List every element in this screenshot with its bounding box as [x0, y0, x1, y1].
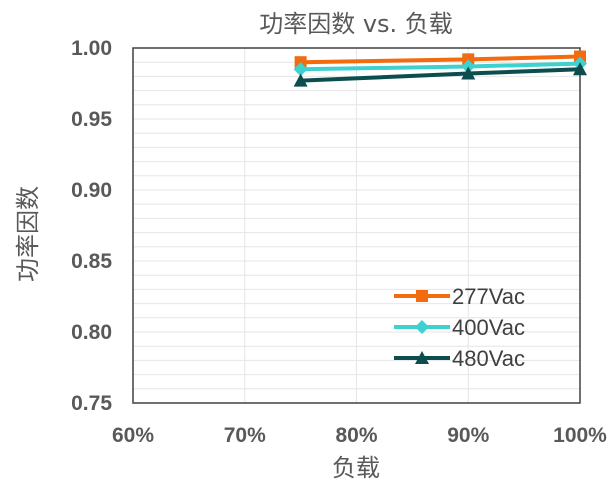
data-point-marker — [461, 59, 476, 74]
x-tick-label: 100% — [553, 424, 607, 447]
y-axis-ticks: 0.75 0.80 0.85 0.90 0.95 1.00 — [71, 37, 112, 415]
data-point-marker — [462, 53, 475, 66]
legend: 277Vac 400Vac 480Vac — [394, 284, 525, 371]
series-480Vac — [293, 62, 587, 87]
plot-area-border — [132, 47, 581, 404]
legend-label: 400Vac — [452, 315, 525, 340]
legend-swatch-marker — [415, 351, 429, 364]
legend-swatch-marker — [416, 290, 428, 302]
series-line — [300, 54, 581, 65]
data-point-marker — [294, 56, 307, 69]
series-line — [300, 61, 581, 72]
legend-label: 480Vac — [452, 346, 525, 371]
legend-swatch-marker — [415, 320, 429, 334]
plot-grid — [133, 48, 580, 403]
y-axis-title: 功率因数 — [14, 186, 42, 282]
data-point-marker — [293, 62, 308, 77]
y-tick-label: 1.00 — [71, 37, 112, 60]
data-point-marker — [573, 62, 587, 76]
legend-item-400Vac: 400Vac — [394, 315, 525, 340]
x-tick-label: 80% — [335, 424, 377, 447]
series-277Vac — [294, 50, 586, 69]
series-line — [300, 67, 581, 83]
y-tick-label: 0.80 — [71, 321, 112, 344]
series-group — [293, 50, 587, 87]
data-point-marker — [574, 50, 586, 63]
data-point-marker — [293, 73, 308, 87]
y-tick-label: 0.75 — [71, 392, 112, 415]
x-axis-title: 负载 — [332, 454, 380, 482]
x-tick-label: 90% — [447, 424, 489, 447]
x-tick-label: 70% — [224, 424, 266, 447]
data-point-marker — [461, 66, 476, 80]
legend-label: 277Vac — [452, 284, 525, 309]
x-axis-ticks: 60% 70% 80% 90% 100% — [112, 424, 607, 447]
chart-title: 功率因数 vs. 负载 — [259, 10, 453, 38]
y-tick-label: 0.95 — [71, 108, 112, 131]
y-tick-label: 0.90 — [71, 179, 112, 202]
x-tick-label: 60% — [112, 424, 154, 447]
legend-item-480Vac: 480Vac — [394, 346, 525, 371]
legend-item-277Vac: 277Vac — [394, 284, 525, 309]
y-tick-label: 0.85 — [71, 250, 112, 273]
